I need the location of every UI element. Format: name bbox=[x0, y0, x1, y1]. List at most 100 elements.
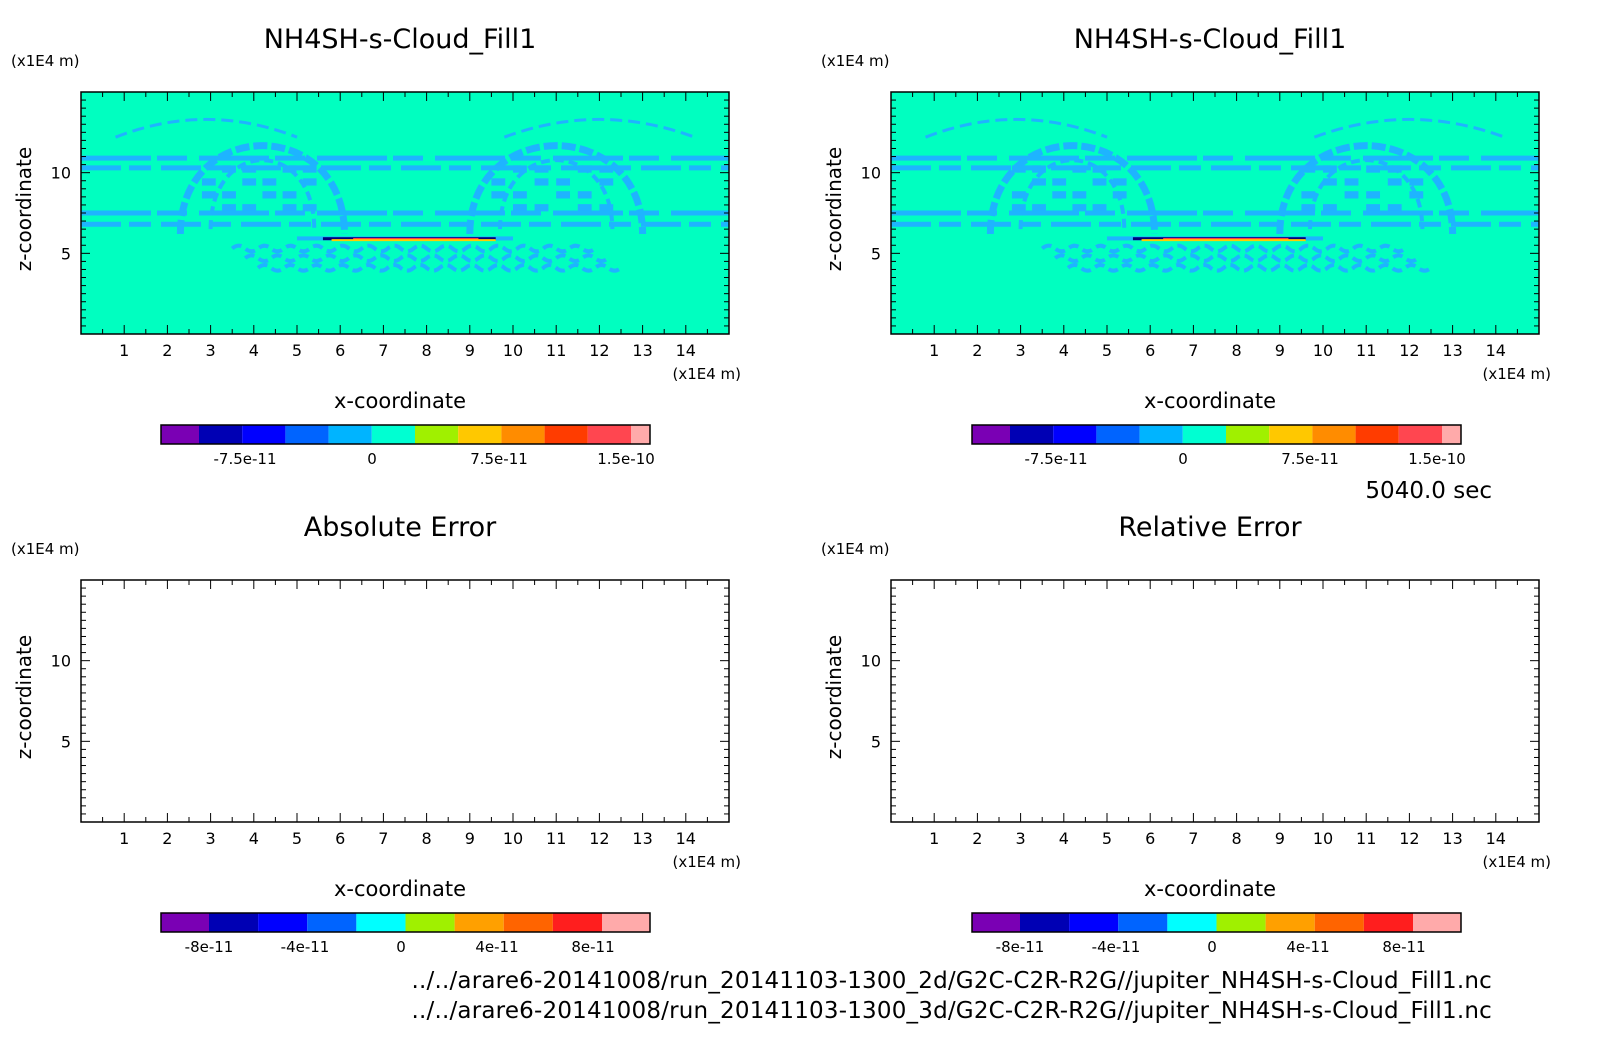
x-tick-label: 3 bbox=[206, 341, 216, 360]
field-arch-inner bbox=[1308, 158, 1425, 230]
field-cell bbox=[1112, 191, 1127, 199]
field-cell bbox=[262, 178, 277, 186]
colorbar-swatch bbox=[1053, 425, 1097, 444]
field-arch bbox=[1276, 142, 1457, 234]
field-cell bbox=[1052, 178, 1067, 186]
x-tick-label: 6 bbox=[335, 829, 345, 848]
x-tick-label: 11 bbox=[1356, 341, 1376, 360]
colorbar-tick-label: 0 bbox=[396, 938, 406, 956]
field-cell bbox=[534, 165, 549, 173]
x-tick-label: 4 bbox=[1059, 341, 1069, 360]
x-axis-label: x-coordinate bbox=[1144, 877, 1276, 901]
colorbar-swatch bbox=[209, 913, 259, 932]
x-tick-label: 3 bbox=[1016, 341, 1026, 360]
y-tick-label: 10 bbox=[861, 652, 881, 671]
field-cell bbox=[513, 204, 527, 212]
colorbar-frame bbox=[971, 912, 1462, 933]
x-tick-label: 2 bbox=[162, 829, 172, 848]
x-tick-label: 10 bbox=[503, 829, 523, 848]
field-cell bbox=[1301, 191, 1316, 199]
colorbar-tick-label: 0 bbox=[1207, 938, 1217, 956]
x-tick-label: 11 bbox=[546, 341, 566, 360]
field-cell bbox=[1366, 165, 1381, 173]
x-tick-label: 9 bbox=[465, 341, 475, 360]
field-cell bbox=[1092, 178, 1107, 186]
colorbar-swatch bbox=[1314, 913, 1364, 932]
colorbar-tick-label: 0 bbox=[367, 450, 377, 468]
field-cell bbox=[1323, 204, 1337, 212]
panel-title: NH4SH-s-Cloud_Fill1 bbox=[1074, 24, 1347, 55]
field-cell bbox=[201, 191, 216, 199]
colorbar-swatch bbox=[501, 425, 545, 444]
field-outer-arc bbox=[503, 118, 695, 139]
field-cell bbox=[222, 165, 236, 173]
y-tick-label: 10 bbox=[51, 652, 71, 671]
x-tick-label: 7 bbox=[378, 341, 388, 360]
field-cell bbox=[1387, 178, 1402, 186]
y-tick-label: 10 bbox=[51, 164, 71, 183]
field-wave bbox=[1066, 263, 1433, 273]
field-cell bbox=[242, 204, 257, 212]
field-arch-inner bbox=[498, 158, 615, 230]
time-label: 5040.0 sec bbox=[1365, 478, 1492, 504]
colorbar-swatch bbox=[161, 913, 209, 932]
x-tick-label: 7 bbox=[1188, 829, 1198, 848]
x-tick-label: 6 bbox=[1145, 341, 1155, 360]
colorbar-tick-label: 1.5e-10 bbox=[1408, 450, 1466, 468]
field-cell bbox=[302, 165, 317, 173]
field-cell bbox=[242, 178, 257, 186]
colorbar-swatch bbox=[415, 425, 459, 444]
colorbar-swatch bbox=[1226, 425, 1270, 444]
field-outer-arc bbox=[1313, 118, 1505, 139]
y-unit-label: (x1E4 m) bbox=[821, 52, 890, 70]
field-cell bbox=[1011, 165, 1026, 173]
field-cell bbox=[556, 178, 571, 186]
x-unit-label: (x1E4 m) bbox=[1482, 853, 1551, 871]
chart-panel-2: 1 2 3 4 5 6 7 8 9 10 11 12 13 14510NH4SH-s-Cloud_Fill… bbox=[821, 24, 1551, 468]
x-tick-label: 14 bbox=[676, 829, 696, 848]
colorbar-swatch bbox=[454, 913, 504, 932]
field-cell bbox=[1344, 178, 1359, 186]
field-cell bbox=[534, 204, 549, 212]
colorbar-tick-label: 4e-11 bbox=[475, 938, 518, 956]
x-tick-label: 12 bbox=[1399, 341, 1419, 360]
colorbar-swatch bbox=[544, 425, 588, 444]
colorbar-swatch bbox=[258, 913, 308, 932]
field-cell bbox=[1052, 191, 1067, 199]
y-tick-label: 5 bbox=[871, 732, 881, 751]
field-outer-arc bbox=[925, 117, 1108, 139]
x-tick-label: 11 bbox=[546, 829, 566, 848]
plot-frame bbox=[80, 579, 730, 823]
field-cell bbox=[491, 191, 506, 199]
colorbar-swatch bbox=[356, 913, 406, 932]
colorbar-swatch bbox=[458, 425, 502, 444]
colorbar-swatch bbox=[1010, 425, 1054, 444]
x-tick-label: 5 bbox=[1102, 829, 1112, 848]
field-cell bbox=[1409, 178, 1424, 186]
x-tick-label: 7 bbox=[1188, 341, 1198, 360]
x-tick-label: 9 bbox=[1275, 341, 1285, 360]
x-tick-label: 4 bbox=[1059, 829, 1069, 848]
colorbar-frame bbox=[971, 424, 1462, 445]
field-cell bbox=[1323, 165, 1337, 173]
colorbar-tick-label: -4e-11 bbox=[281, 938, 330, 956]
colorbar-tick-label: -8e-11 bbox=[996, 938, 1045, 956]
field-cell bbox=[1344, 191, 1359, 199]
x-tick-label: 2 bbox=[972, 829, 982, 848]
colorbar-swatch bbox=[1269, 425, 1313, 444]
colorbar-tick-label: 0 bbox=[1178, 450, 1188, 468]
x-tick-label: 12 bbox=[1399, 829, 1419, 848]
chart-panel-1: 1 2 3 4 5 6 7 8 9 10 11 12 13 14510NH4SH-s-Cloud_Fill… bbox=[11, 24, 741, 468]
colorbar-swatch bbox=[1312, 425, 1356, 444]
field-cell bbox=[1032, 165, 1046, 173]
field-cell bbox=[302, 204, 317, 212]
x-tick-label: 8 bbox=[1232, 341, 1242, 360]
field-cell bbox=[556, 191, 571, 199]
y-tick-label: 5 bbox=[871, 244, 881, 263]
field-cell bbox=[222, 191, 236, 199]
colorbar: -7.5e-11 0 7.5e-11 1.5e-10 bbox=[160, 424, 655, 468]
x-tick-label: 10 bbox=[1313, 341, 1333, 360]
colorbar-swatch bbox=[161, 425, 199, 444]
colorbar-swatch bbox=[631, 425, 650, 444]
